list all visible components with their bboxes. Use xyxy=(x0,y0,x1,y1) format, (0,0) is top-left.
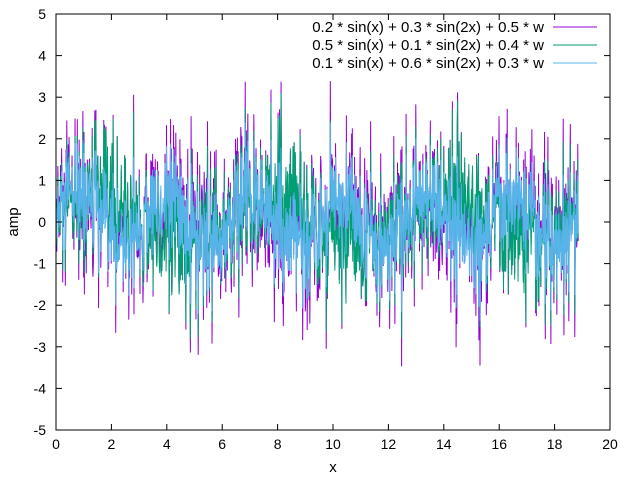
y-tick-label: 3 xyxy=(38,89,46,105)
x-tick-label: 8 xyxy=(274,436,282,452)
series-line-3 xyxy=(55,122,579,322)
y-tick-label: -3 xyxy=(34,339,47,355)
y-tick-label: 4 xyxy=(38,48,46,64)
y-tick-label: 2 xyxy=(38,131,46,147)
x-axis-label: x xyxy=(329,459,337,476)
y-tick-label: -1 xyxy=(34,256,47,272)
legend-label-2: 0.5 * sin(x) + 0.1 * sin(2x) + 0.4 * w xyxy=(312,37,544,54)
x-tick-label: 20 xyxy=(602,436,618,452)
y-tick-label: 0 xyxy=(38,214,46,230)
y-axis-label: amp xyxy=(5,207,22,236)
x-tick-label: 12 xyxy=(381,436,397,452)
y-tick-label: 5 xyxy=(38,6,46,22)
series-layer xyxy=(55,81,579,367)
legend-label-3: 0.1 * sin(x) + 0.6 * sin(2x) + 0.3 * w xyxy=(312,55,544,72)
x-tick-label: 4 xyxy=(163,436,171,452)
y-tick-label: -5 xyxy=(34,422,47,438)
x-tick-label: 14 xyxy=(436,436,452,452)
y-tick-label: 1 xyxy=(38,172,46,188)
legend-label-1: 0.2 * sin(x) + 0.3 * sin(2x) + 0.5 * w xyxy=(312,19,544,36)
y-tick-label: -2 xyxy=(34,297,47,313)
x-tick-label: 16 xyxy=(491,436,507,452)
x-tick-label: 0 xyxy=(52,436,60,452)
x-tick-label: 2 xyxy=(108,436,116,452)
legend: 0.2 * sin(x) + 0.3 * sin(2x) + 0.5 * w0.… xyxy=(312,19,597,72)
x-tick-label: 18 xyxy=(547,436,563,452)
x-tick-label: 10 xyxy=(325,436,341,452)
x-tick-label: 6 xyxy=(218,436,226,452)
y-tick-label: -4 xyxy=(34,380,47,396)
